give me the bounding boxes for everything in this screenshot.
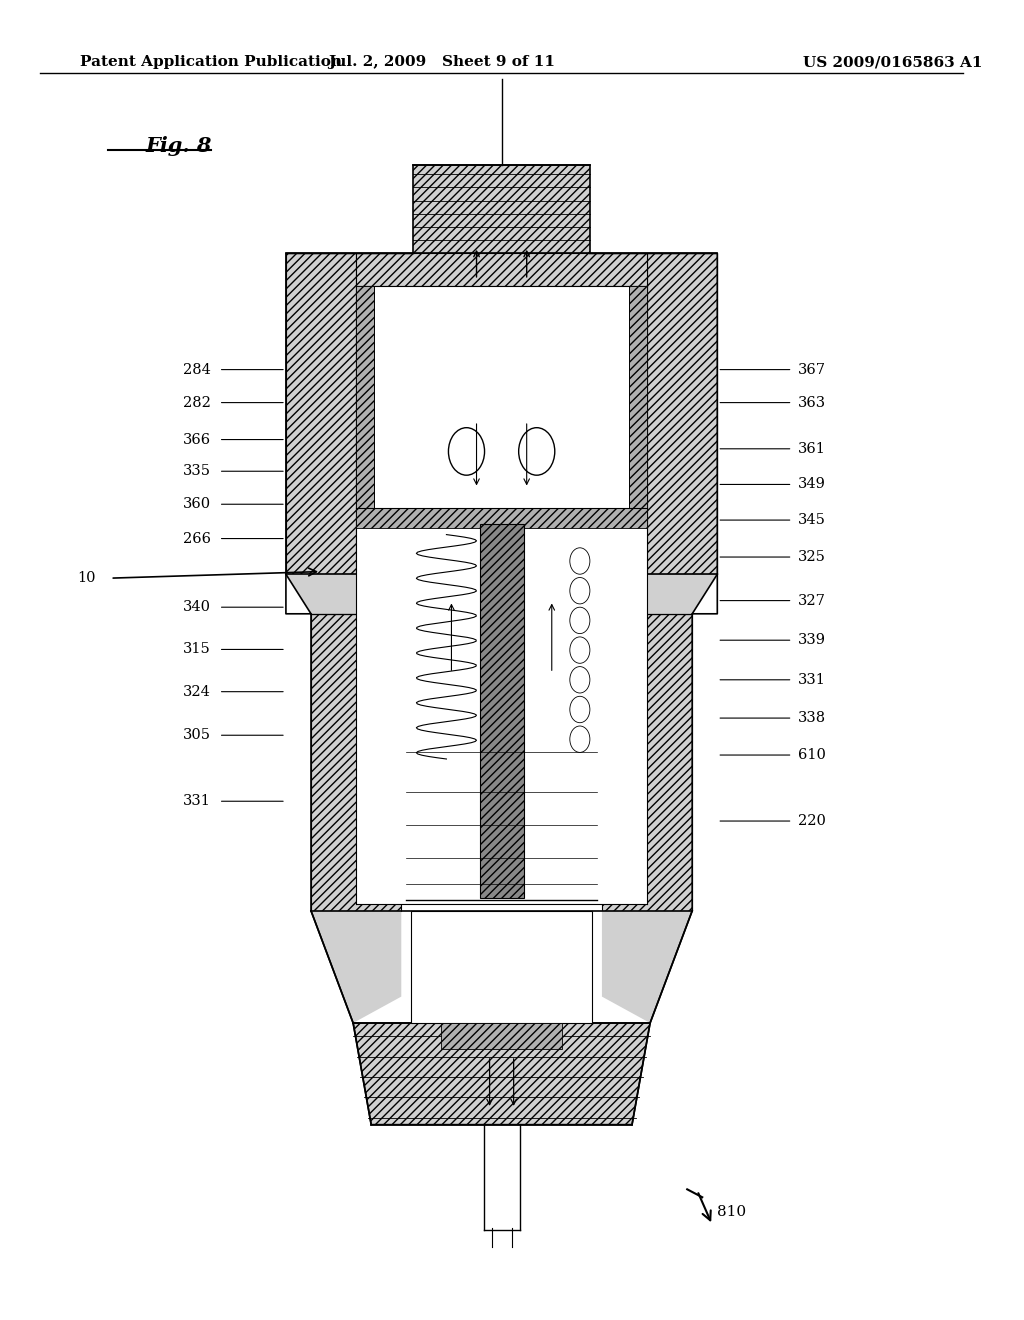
Text: Fig. 8: Fig. 8 xyxy=(145,136,212,156)
Text: 305: 305 xyxy=(182,729,211,742)
Text: 331: 331 xyxy=(183,795,211,808)
Text: 349: 349 xyxy=(798,478,825,491)
Text: 345: 345 xyxy=(798,513,825,527)
Polygon shape xyxy=(356,286,647,904)
Polygon shape xyxy=(647,253,717,574)
Polygon shape xyxy=(602,911,692,1023)
Polygon shape xyxy=(441,1023,562,1049)
Text: 610: 610 xyxy=(798,748,825,762)
Polygon shape xyxy=(353,1023,650,1125)
Polygon shape xyxy=(412,911,592,1023)
Text: 284: 284 xyxy=(183,363,211,376)
Polygon shape xyxy=(356,508,647,528)
Polygon shape xyxy=(311,614,401,911)
Text: 266: 266 xyxy=(182,532,211,545)
Polygon shape xyxy=(602,614,692,911)
Text: 367: 367 xyxy=(798,363,825,376)
Polygon shape xyxy=(647,574,717,614)
Text: 10: 10 xyxy=(77,572,95,585)
Polygon shape xyxy=(356,286,374,508)
Text: 338: 338 xyxy=(798,711,825,725)
Polygon shape xyxy=(479,524,523,898)
Text: 366: 366 xyxy=(182,433,211,446)
Polygon shape xyxy=(286,574,356,614)
Text: 220: 220 xyxy=(798,814,825,828)
Text: 315: 315 xyxy=(183,643,211,656)
Polygon shape xyxy=(311,911,401,1023)
Text: 340: 340 xyxy=(182,601,211,614)
Text: 335: 335 xyxy=(182,465,211,478)
Text: 324: 324 xyxy=(183,685,211,698)
Polygon shape xyxy=(414,165,590,253)
Text: US 2009/0165863 A1: US 2009/0165863 A1 xyxy=(803,55,982,70)
Polygon shape xyxy=(286,253,356,574)
Text: Patent Application Publication: Patent Application Publication xyxy=(80,55,342,70)
Text: 327: 327 xyxy=(798,594,825,607)
Text: 363: 363 xyxy=(798,396,825,409)
Polygon shape xyxy=(356,253,647,286)
Text: 282: 282 xyxy=(183,396,211,409)
Text: 325: 325 xyxy=(798,550,825,564)
Text: 810: 810 xyxy=(717,1205,746,1218)
Polygon shape xyxy=(629,286,647,508)
Text: 339: 339 xyxy=(798,634,825,647)
Text: 361: 361 xyxy=(798,442,825,455)
Text: 331: 331 xyxy=(798,673,825,686)
Text: 360: 360 xyxy=(182,498,211,511)
Text: Jul. 2, 2009   Sheet 9 of 11: Jul. 2, 2009 Sheet 9 of 11 xyxy=(328,55,555,70)
